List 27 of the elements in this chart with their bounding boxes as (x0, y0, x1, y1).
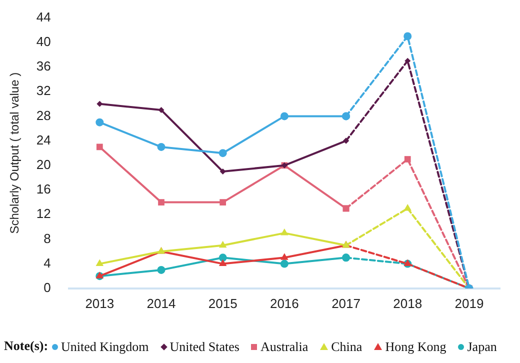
x-tick-label: 2017 (332, 296, 360, 311)
legend-label: United Kingdom (61, 339, 149, 355)
y-tick-label: 0 (44, 280, 51, 295)
y-tick-label: 28 (36, 108, 51, 123)
y-tick-label: 44 (36, 9, 51, 24)
y-tick-label: 8 (44, 230, 51, 246)
y-tick-label: 20 (36, 156, 51, 172)
legend-label: Japan (467, 339, 497, 355)
legend-label: Australia (260, 339, 308, 355)
x-tick-label: 2016 (270, 296, 299, 311)
y-tick-label: 40 (36, 34, 51, 49)
legend-label: United States (170, 339, 240, 355)
y-axis-title: Scholarly Output ( total value ) (8, 72, 22, 234)
x-tick-label: 2018 (393, 296, 422, 311)
x-tick-label: 2014 (146, 296, 176, 311)
x-tick-label: 2015 (208, 296, 238, 311)
x-tick-label: 2019 (454, 296, 484, 311)
y-tick-label: 32 (36, 83, 51, 98)
y-tick-label: 4 (44, 255, 51, 270)
legend-title: Note(s): (4, 338, 48, 353)
legend-label: China (331, 338, 362, 354)
y-tick-label: 36 (36, 58, 51, 74)
legend-label: Hong Kong (385, 338, 446, 354)
y-tick-label: 16 (36, 182, 51, 197)
y-tick-label: 24 (36, 132, 51, 148)
y-tick-label: 12 (36, 206, 51, 222)
x-tick-label: 2013 (85, 296, 114, 311)
